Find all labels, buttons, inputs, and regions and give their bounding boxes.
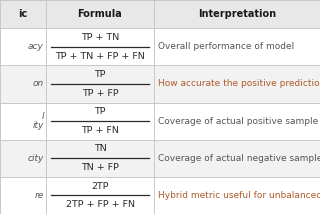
Text: re: re xyxy=(35,191,44,200)
Text: TP: TP xyxy=(94,107,106,116)
Text: Coverage of actual positive sample: Coverage of actual positive sample xyxy=(158,117,319,126)
Text: How accurate the positive prediction: How accurate the positive prediction xyxy=(158,79,320,88)
Text: TP + TN: TP + TN xyxy=(81,33,119,42)
Text: TP + TN + FP + FN: TP + TN + FP + FN xyxy=(55,52,145,61)
Bar xyxy=(0,0,320,28)
Bar xyxy=(0,140,320,177)
Text: on: on xyxy=(33,79,44,88)
Bar xyxy=(0,28,320,65)
Text: 2TP: 2TP xyxy=(91,182,109,191)
Text: TN: TN xyxy=(94,144,106,153)
Text: TP + FP: TP + FP xyxy=(82,89,118,98)
Bar xyxy=(0,103,320,140)
Text: Hybrid metric useful for unbalanced: Hybrid metric useful for unbalanced xyxy=(158,191,320,200)
Text: 2TP + FP + FN: 2TP + FP + FN xyxy=(66,200,134,209)
Text: ic: ic xyxy=(19,9,28,19)
Text: TP: TP xyxy=(94,70,106,79)
Bar xyxy=(0,65,320,103)
Text: Interpretation: Interpretation xyxy=(198,9,276,19)
Text: TN + FP: TN + FP xyxy=(81,163,119,172)
Bar xyxy=(0,177,320,214)
Text: Coverage of actual negative sample: Coverage of actual negative sample xyxy=(158,154,320,163)
Text: city: city xyxy=(28,154,44,163)
Text: Overall performance of model: Overall performance of model xyxy=(158,42,295,51)
Text: TP + FN: TP + FN xyxy=(81,126,119,135)
Text: Formula: Formula xyxy=(78,9,122,19)
Text: acy: acy xyxy=(28,42,44,51)
Text: l: l xyxy=(41,112,44,121)
Text: ity: ity xyxy=(32,121,44,130)
